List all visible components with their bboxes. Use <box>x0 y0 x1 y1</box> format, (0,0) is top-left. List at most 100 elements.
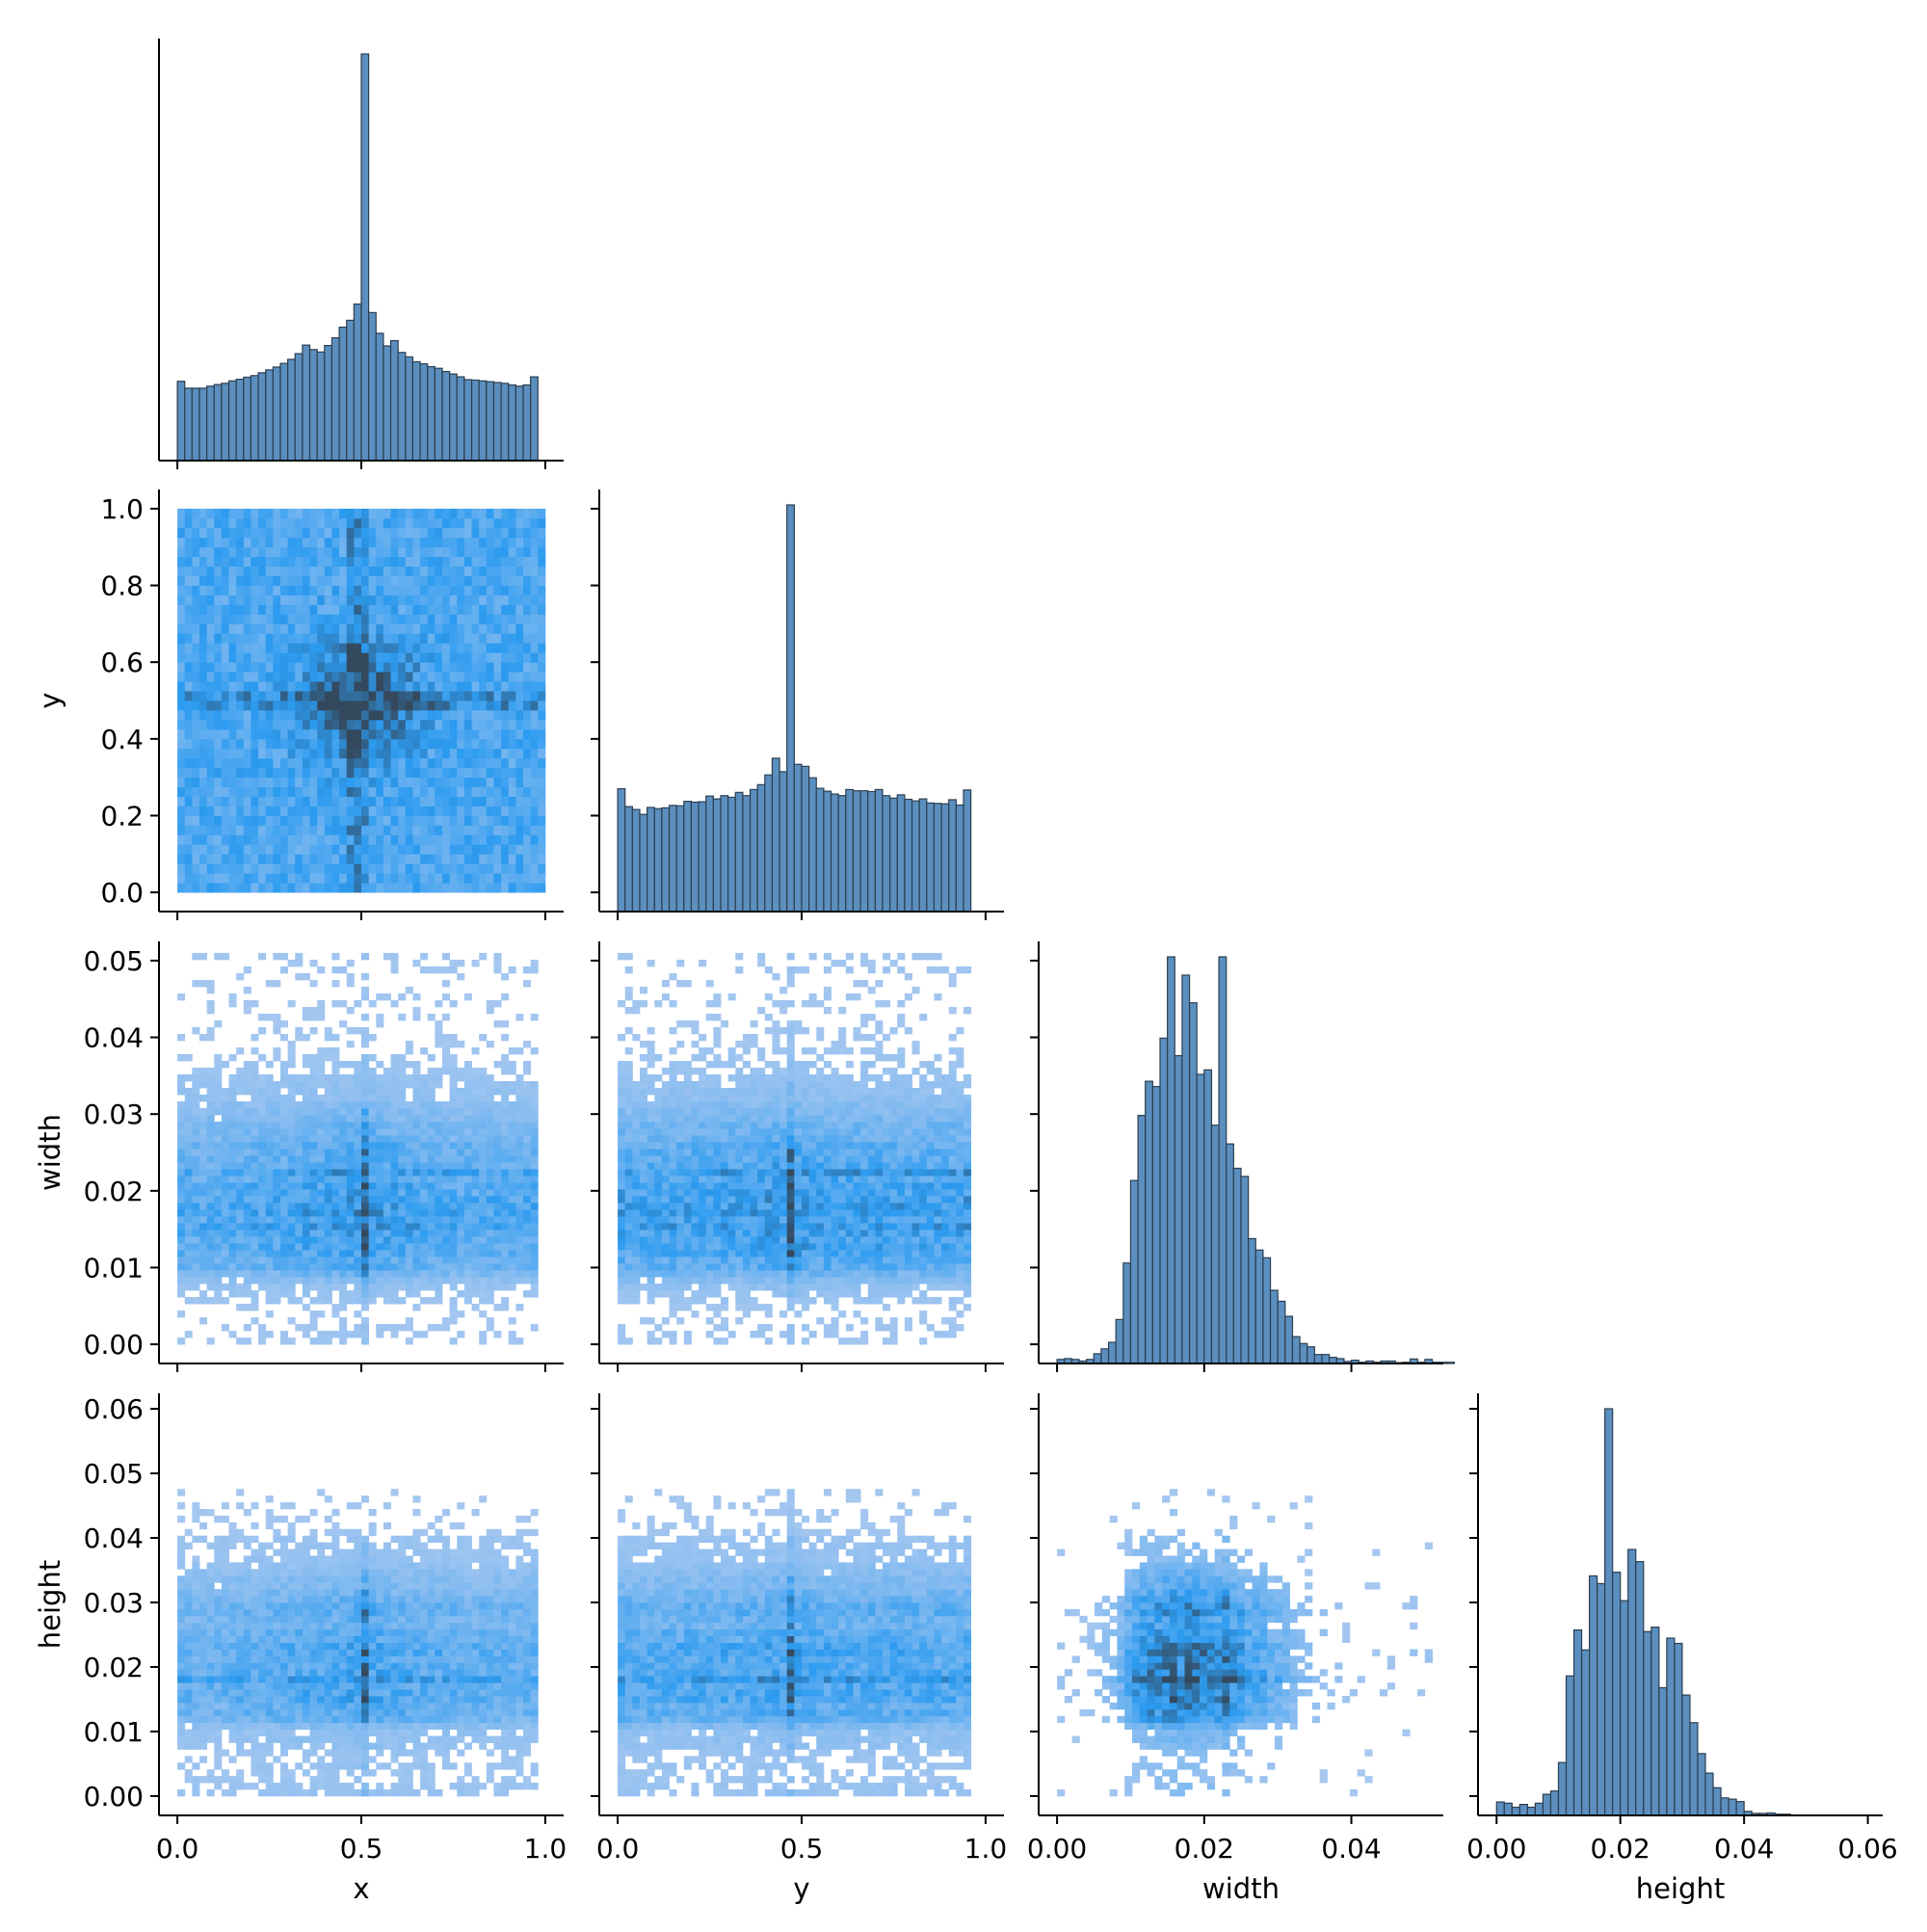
heat-cell <box>472 1189 480 1196</box>
heat-cell <box>435 576 442 586</box>
heat-cell <box>493 1000 501 1007</box>
heat-cell <box>625 1149 633 1155</box>
heat-cell <box>339 547 347 557</box>
heat-cell <box>244 1277 251 1284</box>
heat-cell <box>280 623 288 633</box>
heat-cell <box>464 633 472 643</box>
heat-cell <box>757 1284 765 1290</box>
heat-cell <box>538 701 545 710</box>
heat-cell <box>765 1128 773 1135</box>
heat-cell <box>295 1074 303 1081</box>
heat-cell <box>280 509 288 518</box>
heat-cell <box>258 604 266 614</box>
heat-cell <box>391 1162 399 1169</box>
hist-bar-y <box>883 796 890 912</box>
heat-cell <box>310 1054 318 1061</box>
heat-cell <box>288 883 296 892</box>
heat-cell <box>214 1054 222 1061</box>
heat-cell <box>369 710 377 720</box>
heat-cell <box>310 749 318 758</box>
heat-cell <box>501 720 509 729</box>
heat-cell <box>317 1155 325 1162</box>
heat-cell <box>398 643 406 652</box>
heat-cell <box>479 1176 487 1182</box>
heat-cell <box>435 1122 442 1128</box>
heat-cell <box>670 1284 677 1290</box>
heat-cell <box>515 710 523 720</box>
heat-cell <box>391 1297 399 1304</box>
heat-cell <box>369 1209 377 1216</box>
heat-cell <box>236 701 244 710</box>
hist-bar-x <box>515 386 523 461</box>
heat-cell <box>229 567 237 576</box>
heat-cell <box>457 1257 464 1263</box>
heat-cell <box>258 1027 266 1034</box>
heat-cell <box>236 854 244 863</box>
heat-cell <box>361 815 369 825</box>
heat-cell <box>266 1216 274 1223</box>
heat-cell <box>325 1122 332 1128</box>
hist-bar-y <box>632 809 640 912</box>
heat-cell <box>442 1047 450 1054</box>
heat-cell <box>493 758 501 768</box>
heat-cell <box>691 1270 699 1277</box>
heat-cell <box>501 797 509 807</box>
heat-cell <box>515 1209 523 1216</box>
heat-cell <box>464 807 472 816</box>
heat-cell <box>647 1250 655 1257</box>
heat-cell <box>192 1101 199 1108</box>
heat-cell <box>361 729 369 739</box>
heat-cell <box>406 807 413 816</box>
heat-cell <box>515 1277 523 1284</box>
heat-cell <box>266 1081 274 1088</box>
heat-cell <box>354 749 361 758</box>
heat-cell <box>538 710 545 720</box>
heat-cell <box>765 966 773 973</box>
heat-cell <box>266 1236 274 1243</box>
heat-cell <box>273 1189 280 1196</box>
heat-cell <box>751 1088 758 1095</box>
heat-cell <box>509 854 516 863</box>
heat-cell <box>428 1263 436 1270</box>
heat-cell <box>479 509 487 518</box>
heat-cell <box>325 1243 332 1250</box>
heat-cell <box>251 623 258 633</box>
heat-cell <box>376 1155 383 1162</box>
heat-cell <box>735 1101 743 1108</box>
heat-cell <box>266 1155 274 1162</box>
heat-cell <box>303 739 310 749</box>
heat-cell <box>303 1203 310 1209</box>
heat-cell <box>391 834 399 844</box>
heat-cell <box>640 1054 647 1061</box>
heat-cell <box>662 1284 670 1290</box>
heat-cell <box>244 528 251 538</box>
heat-cell <box>479 749 487 758</box>
heat-cell <box>515 1115 523 1122</box>
heat-cell <box>199 1074 207 1081</box>
heat-cell <box>266 1088 274 1095</box>
heat-cell <box>493 739 501 749</box>
heat-cell <box>398 854 406 863</box>
heat-cell <box>288 1317 296 1324</box>
heat-cell <box>236 787 244 797</box>
heat-cell <box>185 1135 193 1142</box>
heat-cell <box>531 883 539 892</box>
heat-cell <box>647 1290 655 1297</box>
heat-cell <box>361 643 369 652</box>
heat-cell <box>185 1122 193 1128</box>
heat-cell <box>185 1263 193 1270</box>
heat-cell <box>280 518 288 528</box>
heat-cell <box>325 1196 332 1203</box>
heat-cell <box>325 863 332 873</box>
heat-cell <box>303 586 310 595</box>
heat-cell <box>376 993 383 1000</box>
heat-cell <box>214 1203 222 1209</box>
heat-cell <box>354 1331 361 1337</box>
heat-cell <box>229 623 237 633</box>
heat-cell <box>457 1115 464 1122</box>
heat-cell <box>662 1263 670 1270</box>
heat-cell <box>369 576 377 586</box>
heat-cell <box>369 547 377 557</box>
heat-cell <box>310 1169 318 1176</box>
heat-cell <box>632 1284 640 1290</box>
